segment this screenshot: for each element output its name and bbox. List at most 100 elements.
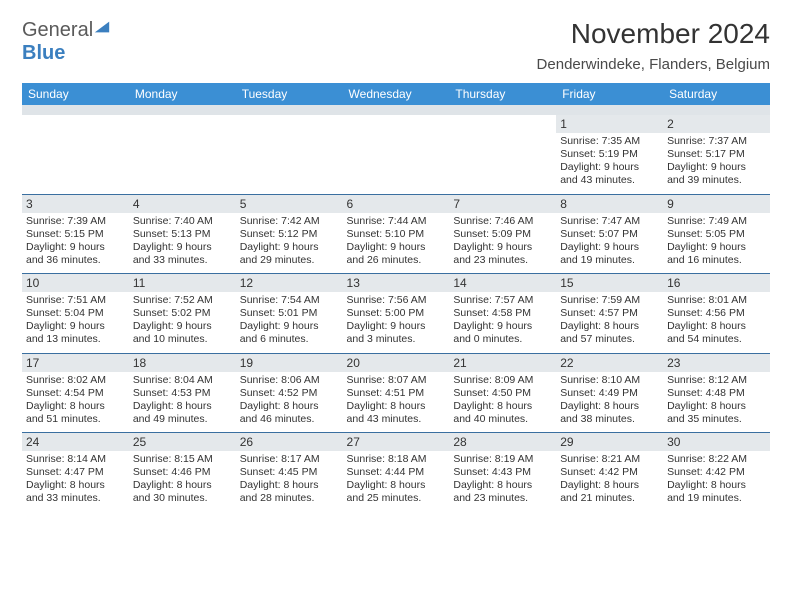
logo-triangle-icon <box>93 18 111 36</box>
calendar-cell: 10Sunrise: 7:51 AM Sunset: 5:04 PM Dayli… <box>22 274 129 354</box>
calendar-cell: 20Sunrise: 8:07 AM Sunset: 4:51 PM Dayli… <box>343 353 450 433</box>
day-number: 7 <box>449 195 556 213</box>
calendar-cell: 1Sunrise: 7:35 AM Sunset: 5:19 PM Daylig… <box>556 115 663 194</box>
brand-general: General <box>22 19 93 41</box>
day-sun-data: Sunrise: 8:17 AM Sunset: 4:45 PM Dayligh… <box>236 451 343 512</box>
calendar-cell: 21Sunrise: 8:09 AM Sunset: 4:50 PM Dayli… <box>449 353 556 433</box>
calendar-cell: 17Sunrise: 8:02 AM Sunset: 4:54 PM Dayli… <box>22 353 129 433</box>
month-title: November 2024 <box>537 18 770 50</box>
calendar-cell <box>343 115 450 194</box>
day-number: 19 <box>236 354 343 372</box>
header: General Blue November 2024 Denderwindeke… <box>22 18 770 73</box>
day-sun-data: Sunrise: 8:12 AM Sunset: 4:48 PM Dayligh… <box>663 372 770 433</box>
day-number: 18 <box>129 354 236 372</box>
calendar-cell: 23Sunrise: 8:12 AM Sunset: 4:48 PM Dayli… <box>663 353 770 433</box>
day-number: 30 <box>663 433 770 451</box>
day-number: 28 <box>449 433 556 451</box>
calendar-cell: 19Sunrise: 8:06 AM Sunset: 4:52 PM Dayli… <box>236 353 343 433</box>
weekday-header: Monday <box>129 83 236 105</box>
day-number: 22 <box>556 354 663 372</box>
day-number: 15 <box>556 274 663 292</box>
weekday-row: Sunday Monday Tuesday Wednesday Thursday… <box>22 83 770 105</box>
day-number: 20 <box>343 354 450 372</box>
day-sun-data: Sunrise: 7:56 AM Sunset: 5:00 PM Dayligh… <box>343 292 450 353</box>
brand-blue: Blue <box>22 42 65 64</box>
day-sun-data: Sunrise: 7:40 AM Sunset: 5:13 PM Dayligh… <box>129 213 236 274</box>
day-sun-data: Sunrise: 8:04 AM Sunset: 4:53 PM Dayligh… <box>129 372 236 433</box>
calendar-table: Sunday Monday Tuesday Wednesday Thursday… <box>22 83 770 512</box>
calendar-cell: 8Sunrise: 7:47 AM Sunset: 5:07 PM Daylig… <box>556 194 663 274</box>
day-sun-data: Sunrise: 8:15 AM Sunset: 4:46 PM Dayligh… <box>129 451 236 512</box>
day-number: 4 <box>129 195 236 213</box>
calendar-cell: 2Sunrise: 7:37 AM Sunset: 5:17 PM Daylig… <box>663 115 770 194</box>
day-sun-data: Sunrise: 7:59 AM Sunset: 4:57 PM Dayligh… <box>556 292 663 353</box>
location-label: Denderwindeke, Flanders, Belgium <box>537 56 770 73</box>
day-sun-data: Sunrise: 7:49 AM Sunset: 5:05 PM Dayligh… <box>663 213 770 274</box>
day-sun-data: Sunrise: 7:51 AM Sunset: 5:04 PM Dayligh… <box>22 292 129 353</box>
day-sun-data: Sunrise: 8:02 AM Sunset: 4:54 PM Dayligh… <box>22 372 129 433</box>
day-sun-data: Sunrise: 7:46 AM Sunset: 5:09 PM Dayligh… <box>449 213 556 274</box>
day-sun-data: Sunrise: 8:14 AM Sunset: 4:47 PM Dayligh… <box>22 451 129 512</box>
day-number: 25 <box>129 433 236 451</box>
calendar-cell: 30Sunrise: 8:22 AM Sunset: 4:42 PM Dayli… <box>663 433 770 512</box>
day-number <box>129 115 236 132</box>
calendar-cell: 26Sunrise: 8:17 AM Sunset: 4:45 PM Dayli… <box>236 433 343 512</box>
brand-logo: General Blue <box>22 18 111 65</box>
calendar-cell: 3Sunrise: 7:39 AM Sunset: 5:15 PM Daylig… <box>22 194 129 274</box>
calendar-cell: 18Sunrise: 8:04 AM Sunset: 4:53 PM Dayli… <box>129 353 236 433</box>
calendar-body: 1Sunrise: 7:35 AM Sunset: 5:19 PM Daylig… <box>22 115 770 512</box>
day-sun-data: Sunrise: 8:19 AM Sunset: 4:43 PM Dayligh… <box>449 451 556 512</box>
title-block: November 2024 Denderwindeke, Flanders, B… <box>537 18 770 73</box>
day-sun-data: Sunrise: 8:07 AM Sunset: 4:51 PM Dayligh… <box>343 372 450 433</box>
calendar-head: Sunday Monday Tuesday Wednesday Thursday… <box>22 83 770 115</box>
calendar-cell <box>22 115 129 194</box>
day-sun-data: Sunrise: 7:35 AM Sunset: 5:19 PM Dayligh… <box>556 133 663 194</box>
day-sun-data: Sunrise: 8:18 AM Sunset: 4:44 PM Dayligh… <box>343 451 450 512</box>
day-sun-data: Sunrise: 7:47 AM Sunset: 5:07 PM Dayligh… <box>556 213 663 274</box>
day-number: 10 <box>22 274 129 292</box>
calendar-cell <box>129 115 236 194</box>
day-sun-data: Sunrise: 8:06 AM Sunset: 4:52 PM Dayligh… <box>236 372 343 433</box>
day-number: 6 <box>343 195 450 213</box>
day-sun-data: Sunrise: 7:42 AM Sunset: 5:12 PM Dayligh… <box>236 213 343 274</box>
calendar-week-row: 1Sunrise: 7:35 AM Sunset: 5:19 PM Daylig… <box>22 115 770 194</box>
day-number: 12 <box>236 274 343 292</box>
day-number: 2 <box>663 115 770 133</box>
day-number: 14 <box>449 274 556 292</box>
day-number: 17 <box>22 354 129 372</box>
calendar-cell: 9Sunrise: 7:49 AM Sunset: 5:05 PM Daylig… <box>663 194 770 274</box>
calendar-cell: 4Sunrise: 7:40 AM Sunset: 5:13 PM Daylig… <box>129 194 236 274</box>
day-sun-data: Sunrise: 8:10 AM Sunset: 4:49 PM Dayligh… <box>556 372 663 433</box>
calendar-week-row: 17Sunrise: 8:02 AM Sunset: 4:54 PM Dayli… <box>22 353 770 433</box>
day-number: 9 <box>663 195 770 213</box>
calendar-week-row: 24Sunrise: 8:14 AM Sunset: 4:47 PM Dayli… <box>22 433 770 512</box>
calendar-cell: 25Sunrise: 8:15 AM Sunset: 4:46 PM Dayli… <box>129 433 236 512</box>
calendar-cell: 7Sunrise: 7:46 AM Sunset: 5:09 PM Daylig… <box>449 194 556 274</box>
day-number: 3 <box>22 195 129 213</box>
day-number <box>343 115 450 132</box>
day-number <box>22 115 129 132</box>
calendar-cell: 11Sunrise: 7:52 AM Sunset: 5:02 PM Dayli… <box>129 274 236 354</box>
calendar-week-row: 10Sunrise: 7:51 AM Sunset: 5:04 PM Dayli… <box>22 274 770 354</box>
day-sun-data: Sunrise: 7:39 AM Sunset: 5:15 PM Dayligh… <box>22 213 129 274</box>
calendar-page: General Blue November 2024 Denderwindeke… <box>0 0 792 612</box>
day-sun-data: Sunrise: 7:37 AM Sunset: 5:17 PM Dayligh… <box>663 133 770 194</box>
weekday-header: Sunday <box>22 83 129 105</box>
calendar-cell: 28Sunrise: 8:19 AM Sunset: 4:43 PM Dayli… <box>449 433 556 512</box>
day-number: 1 <box>556 115 663 133</box>
day-number: 13 <box>343 274 450 292</box>
weekday-header: Tuesday <box>236 83 343 105</box>
calendar-cell: 29Sunrise: 8:21 AM Sunset: 4:42 PM Dayli… <box>556 433 663 512</box>
weekday-header: Saturday <box>663 83 770 105</box>
calendar-cell: 14Sunrise: 7:57 AM Sunset: 4:58 PM Dayli… <box>449 274 556 354</box>
calendar-cell: 12Sunrise: 7:54 AM Sunset: 5:01 PM Dayli… <box>236 274 343 354</box>
day-number: 24 <box>22 433 129 451</box>
day-number: 8 <box>556 195 663 213</box>
day-number: 16 <box>663 274 770 292</box>
day-sun-data: Sunrise: 7:52 AM Sunset: 5:02 PM Dayligh… <box>129 292 236 353</box>
day-sun-data: Sunrise: 8:22 AM Sunset: 4:42 PM Dayligh… <box>663 451 770 512</box>
header-spacer <box>22 105 770 115</box>
day-number <box>449 115 556 132</box>
day-number: 11 <box>129 274 236 292</box>
day-number <box>236 115 343 132</box>
